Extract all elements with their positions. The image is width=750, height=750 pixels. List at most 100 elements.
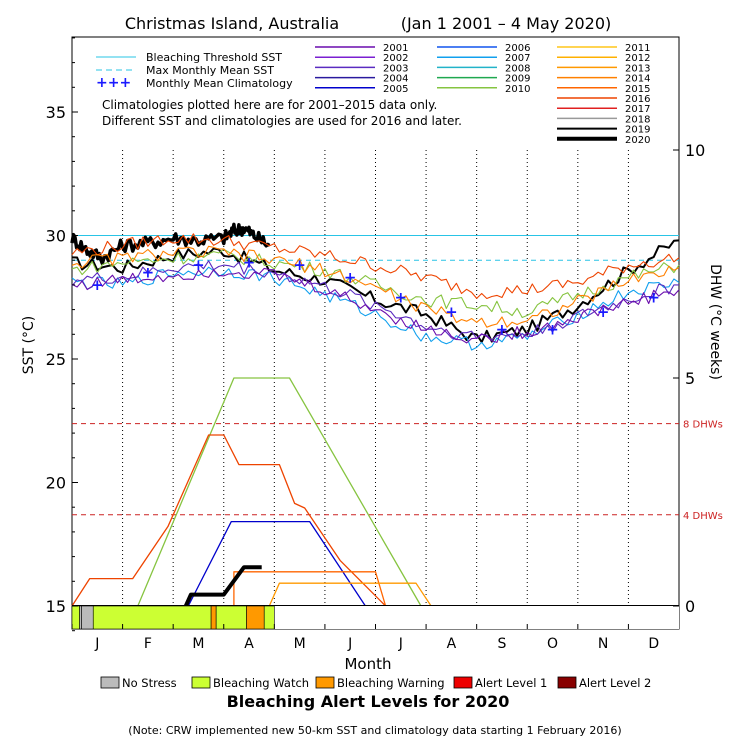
x-tick-label: O (547, 636, 558, 652)
alert-legend: No Stress Bleaching Watch Bleaching Warnin… (100, 676, 651, 690)
alert-segment (246, 605, 265, 630)
climatology-markers: + + + + + + + + + + + + (91, 254, 660, 339)
y-left-tick-label: 15 (46, 597, 66, 616)
chart-title-location: Christmas Island, Australia (125, 14, 339, 33)
year-legend-label: 2010 (505, 84, 530, 95)
climatology-marker: + (395, 288, 408, 306)
x-tick-label: A (447, 636, 457, 652)
x-tick-label: J (398, 636, 403, 652)
y-axis-right-label: DHW (°C weeks) (707, 264, 723, 380)
dhw-threshold-label: 8 DHWs (683, 420, 723, 431)
month-grid (122, 150, 629, 606)
alert-legend-label: Bleaching Warning (337, 676, 445, 690)
climatology-marker: + (546, 320, 559, 338)
dhw-line-2010 (137, 377, 422, 607)
sst-line-2014 (71, 245, 680, 328)
legend-climatology-label: Monthly Mean Climatology (146, 77, 293, 90)
alert-segment (71, 605, 80, 630)
sst-line-2010 (71, 248, 680, 319)
chart-title-period: (Jan 1 2001 – 4 May 2020) (401, 14, 612, 33)
alert-segment (81, 605, 94, 630)
year-legend-label: 2013 (625, 63, 650, 74)
climatology-marker: + (243, 254, 256, 272)
alert-legend-label: Bleaching Watch (213, 676, 309, 690)
reference-legend: Bleaching Threshold SST Max Monthly Mean… (96, 51, 462, 128)
year-legend-label: 2020 (625, 135, 650, 146)
x-axis-label: Month (344, 655, 391, 673)
year-legend-label: 2005 (383, 84, 408, 95)
climatology-marker: + (142, 264, 155, 282)
year-legend-label: 2017 (625, 104, 650, 115)
year-legend-label: 2001 (383, 43, 408, 54)
year-legend-label: 2009 (505, 74, 530, 85)
alert-segment (92, 605, 212, 630)
dhw-line-2016 (71, 434, 387, 607)
x-tick-label: J (347, 636, 352, 652)
year-legend-label: 2004 (383, 74, 408, 85)
alert-legend-swatch (100, 676, 120, 689)
year-legend-label: 2014 (625, 74, 650, 85)
y-axis-right-ticks: 0510152025 (673, 141, 705, 616)
year-legend-label: 2016 (625, 94, 650, 105)
dhw-lines (71, 377, 432, 607)
climatology-note-line-1: Climatologies plotted here are for 2001–… (102, 98, 437, 112)
dhw-line-2013 (268, 582, 432, 607)
climatology-marker: + (647, 288, 660, 306)
year-legend-label: 2011 (625, 43, 650, 54)
alert-segment (210, 605, 217, 630)
x-tick-label: A (244, 636, 254, 652)
legend-threshold-label: Bleaching Threshold SST (146, 51, 282, 64)
alert-level-bar (71, 605, 679, 630)
year-legend-label: 2006 (505, 43, 530, 54)
year-legend-label: 2018 (625, 114, 650, 125)
year-legend-label: 2003 (383, 63, 408, 74)
climatology-marker: + (344, 268, 357, 286)
alert-segment (263, 605, 275, 630)
year-legend-label: 2008 (505, 63, 530, 74)
y-axis-left-label: SST (°C) (21, 316, 37, 374)
y-left-tick-label: 25 (46, 350, 66, 369)
alert-legend-label: Alert Level 1 (475, 676, 547, 690)
climatology-marker: + (496, 320, 509, 338)
alert-legend-label: Alert Level 2 (579, 676, 651, 690)
year-legend-label: 2007 (505, 53, 530, 64)
reference-lines: 8 DHWs 4 DHWs (72, 235, 723, 522)
dhw-line-2020 (183, 565, 262, 607)
y-right-tick-label: 10 (685, 141, 705, 160)
alert-legend-label: No Stress (122, 676, 177, 690)
climatology-note-line-2: Different SST and climatologies are used… (102, 114, 462, 128)
footnote: (Note: CRW implemented new 50-km SST and… (128, 724, 621, 737)
sst-line-2001 (71, 267, 680, 344)
y-right-tick-label: 0 (685, 597, 695, 616)
x-tick-label: N (598, 636, 608, 652)
alert-levels-title: Bleaching Alert Levels for 2020 (227, 692, 510, 711)
climatology-marker: + (293, 256, 306, 274)
sst-line-2016 (71, 233, 680, 300)
climatology-marker: + (192, 256, 205, 274)
sst-line-2003 (71, 260, 679, 341)
dhw-threshold-label: 4 DHWs (683, 511, 723, 522)
year-legend-label: 2012 (625, 53, 650, 64)
alert-legend-swatch (453, 676, 473, 689)
dhw-line-2005 (187, 520, 366, 607)
alert-legend-swatch (557, 676, 577, 689)
y-left-tick-label: 20 (46, 474, 66, 493)
climatology-marker: + (445, 303, 458, 321)
y-axis-left-ticks: 15 20 25 30 35 (46, 37, 78, 632)
sst-lines (70, 222, 680, 351)
x-tick-label: S (498, 636, 507, 652)
x-tick-label: M (294, 636, 306, 652)
alert-legend-swatch (315, 676, 335, 689)
alert-segment (79, 605, 82, 630)
alert-segment (215, 605, 247, 630)
x-tick-label: J (94, 636, 99, 652)
x-tick-label: F (144, 636, 152, 652)
legend-mmm-label: Max Monthly Mean SST (146, 64, 274, 77)
year-legend-label: 2019 (625, 125, 650, 136)
climatology-marker: + (597, 303, 610, 321)
year-legend-label: 2015 (625, 84, 650, 95)
